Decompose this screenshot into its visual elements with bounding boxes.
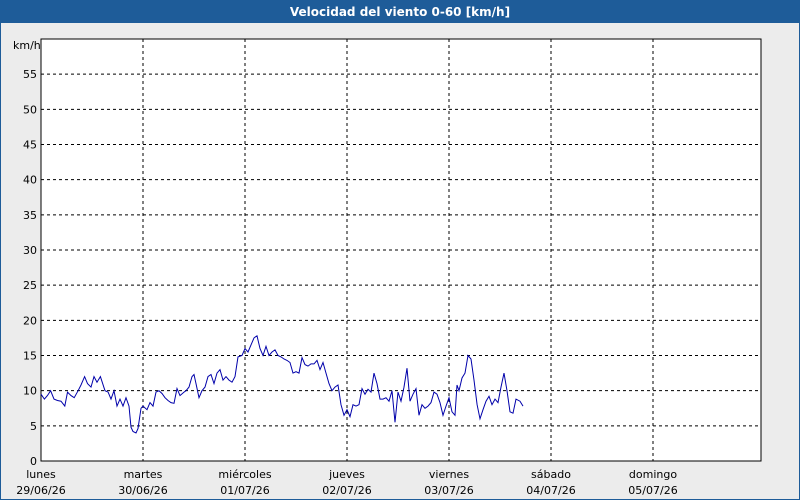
x-tick-day-label: viernes (429, 468, 469, 481)
x-tick-date-label: 03/07/26 (424, 484, 473, 497)
y-tick-label: 0 (30, 455, 37, 468)
y-tick-label: 20 (23, 314, 37, 327)
y-tick-label: 10 (23, 385, 37, 398)
x-tick-date-label: 02/07/26 (322, 484, 371, 497)
y-tick-label: 55 (23, 68, 37, 81)
x-tick-day-label: jueves (328, 468, 365, 481)
y-tick-label: 35 (23, 209, 37, 222)
y-tick-label: 45 (23, 139, 37, 152)
y-axis-ticks: 0 5 10 15 20 25 30 35 40 45 50 55 (23, 68, 37, 468)
y-tick-label: 25 (23, 279, 37, 292)
x-tick-date-label: 05/07/26 (628, 484, 677, 497)
grid-lines (41, 39, 761, 461)
x-tick-day-label: lunes (26, 468, 56, 481)
x-tick-date-label: 04/07/26 (526, 484, 575, 497)
x-tick-date-label: 29/06/26 (16, 484, 65, 497)
y-axis-unit-label: km/h (13, 39, 41, 52)
x-tick-date-label: 01/07/26 (220, 484, 269, 497)
y-tick-label: 15 (23, 350, 37, 363)
y-tick-label: 50 (23, 103, 37, 116)
x-tick-day-label: martes (124, 468, 163, 481)
x-axis-ticks: lunes 29/06/26 martes 30/06/26 miércoles 01/0… (16, 468, 677, 497)
y-tick-label: 5 (30, 420, 37, 433)
y-tick-label: 40 (23, 174, 37, 187)
wind-speed-line (40, 334, 524, 434)
x-tick-day-label: domingo (629, 468, 677, 481)
x-tick-day-label: miércoles (218, 468, 271, 481)
x-tick-date-label: 30/06/26 (118, 484, 167, 497)
y-tick-label: 30 (23, 244, 37, 257)
chart-title: Velocidad del viento 0-60 [km/h] (1, 1, 799, 23)
x-tick-day-label: sábado (531, 468, 571, 481)
